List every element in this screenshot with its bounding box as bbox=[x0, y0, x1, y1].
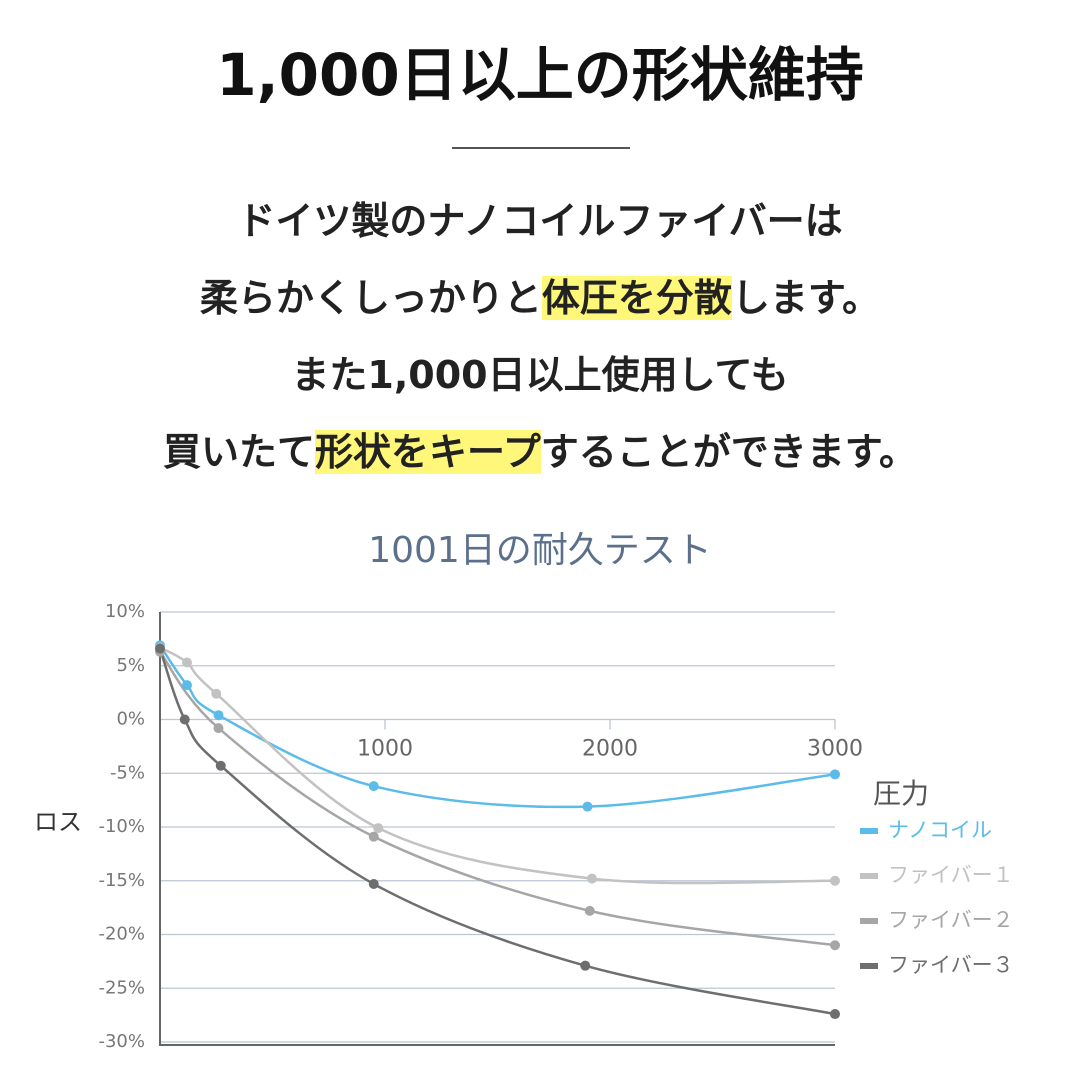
text-line: 柔らかくしっかりと体圧を分散します。 bbox=[0, 265, 1080, 342]
legend-label: ファイバー２ bbox=[888, 908, 1014, 932]
highlighted-text: 体圧を分散 bbox=[541, 276, 732, 320]
data-point bbox=[211, 688, 222, 699]
data-point bbox=[582, 801, 593, 812]
x-tick-label: 1000 bbox=[357, 737, 413, 762]
y-tick-label: -25% bbox=[98, 977, 145, 998]
text-segment: ドイツ製のナノコイルファイバーは bbox=[237, 199, 843, 243]
body-text: ドイツ製のナノコイルファイバーは柔らかくしっかりと体圧を分散します。また1,00… bbox=[0, 188, 1080, 496]
data-point bbox=[830, 769, 840, 780]
y-tick-label: 0% bbox=[116, 709, 145, 730]
y-tick-label: 10% bbox=[105, 601, 145, 622]
legend-label: ファイバー３ bbox=[888, 953, 1014, 977]
text-segment: します。 bbox=[731, 276, 881, 320]
text-segment: また1,000日以上使用しても bbox=[291, 353, 789, 397]
legend-swatch bbox=[860, 963, 878, 969]
chart-title: 1001日の耐久テスト bbox=[368, 530, 712, 571]
data-point bbox=[368, 781, 379, 792]
y-tick-label: 5% bbox=[116, 655, 145, 676]
data-point bbox=[373, 823, 384, 834]
data-point bbox=[368, 878, 379, 889]
series-line bbox=[159, 646, 836, 885]
series-line bbox=[158, 648, 836, 1016]
y-tick-label: -30% bbox=[98, 1031, 145, 1052]
x-tick-label: 3000 bbox=[807, 737, 863, 762]
data-point bbox=[155, 643, 165, 654]
highlighted-text: 形状をキープ bbox=[315, 430, 541, 474]
legend-title: 圧力 bbox=[873, 777, 929, 810]
data-point bbox=[584, 905, 595, 916]
legend-swatch bbox=[860, 918, 878, 924]
series-line bbox=[158, 644, 836, 809]
data-point bbox=[580, 960, 591, 971]
text-line: 買いたて形状をキープすることができます。 bbox=[0, 419, 1080, 496]
text-segment: することができます。 bbox=[540, 430, 917, 474]
legend-label: ナノコイル bbox=[888, 818, 992, 842]
y-tick-label: -10% bbox=[98, 816, 145, 837]
data-point bbox=[830, 940, 840, 951]
y-tick-label: -20% bbox=[98, 924, 145, 945]
data-point bbox=[830, 1009, 840, 1020]
data-point bbox=[830, 875, 840, 886]
y-axis-label: ロス bbox=[34, 808, 82, 836]
text-segment: 柔らかくしっかりと bbox=[199, 276, 542, 320]
data-point bbox=[213, 723, 224, 734]
legend-swatch bbox=[860, 828, 878, 834]
data-point bbox=[587, 873, 597, 884]
series-line bbox=[159, 651, 836, 947]
y-tick-label: -15% bbox=[98, 870, 145, 891]
data-point bbox=[182, 657, 192, 668]
y-tick-label: -5% bbox=[110, 762, 145, 783]
data-point bbox=[215, 760, 226, 771]
data-point bbox=[213, 710, 224, 721]
text-line: ドイツ製のナノコイルファイバーは bbox=[0, 188, 1080, 265]
data-point bbox=[179, 714, 190, 725]
page-title: 1,000日以上の形状維持 bbox=[216, 41, 864, 109]
legend-swatch bbox=[860, 873, 878, 879]
text-segment: 買いたて bbox=[163, 430, 316, 474]
data-point bbox=[368, 831, 379, 842]
legend-label: ファイバー１ bbox=[888, 863, 1014, 887]
text-line: また1,000日以上使用しても bbox=[0, 342, 1080, 419]
x-tick-label: 2000 bbox=[582, 737, 638, 762]
data-point bbox=[182, 680, 192, 691]
divider bbox=[452, 147, 630, 149]
